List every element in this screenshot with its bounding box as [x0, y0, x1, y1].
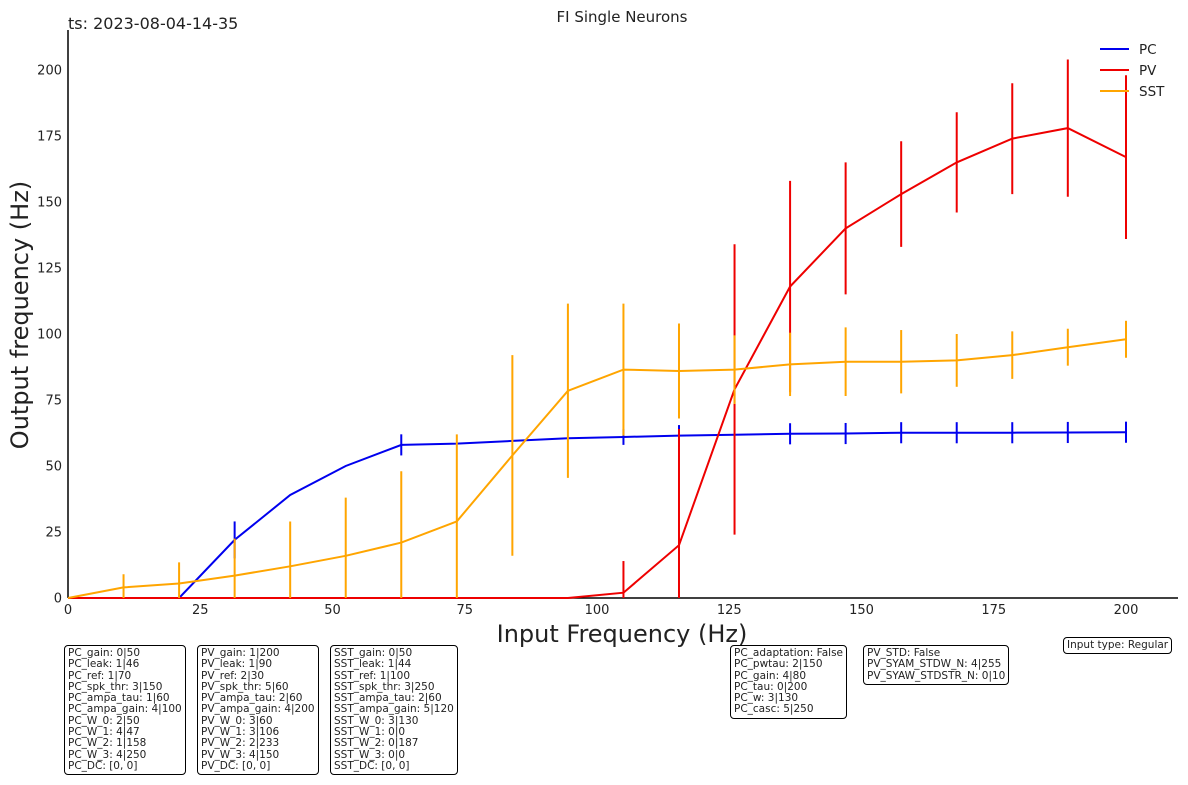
series-line-pc — [68, 431, 1127, 599]
param-line: SST_leak: 1|44 — [334, 658, 412, 671]
pv-std-box: PV_STD: False PV_SYAM_STDW_N: 4|255 PV_SYA… — [863, 645, 1010, 685]
x-tick-label: 100 — [585, 603, 610, 618]
chart-title: FI Single Neurons — [557, 8, 688, 26]
legend-label-sst: SST — [1139, 84, 1165, 100]
series-line-sst — [67, 338, 1127, 599]
legend: PC PV SST — [1100, 42, 1165, 100]
x-tick-label: 150 — [849, 603, 874, 618]
y-tick-label: 75 — [45, 394, 62, 409]
legend-label-pv: PV — [1139, 63, 1157, 79]
series-sst — [67, 303, 1127, 599]
y-axis-label: Output frequency (Hz) — [6, 181, 34, 449]
y-tick-label: 200 — [37, 64, 62, 79]
param-line: PV_leak: 1|90 — [201, 658, 273, 671]
x-tick-label: 125 — [717, 603, 742, 618]
x-tick-label: 200 — [1114, 603, 1139, 618]
legend-label-pc: PC — [1139, 42, 1157, 58]
param-line: SST_ref: 1|100 — [334, 669, 410, 682]
param-line: PV_spk_thr: 5|60 — [201, 680, 289, 693]
param-line: PV_W_2: 2|233 — [201, 737, 280, 750]
y-tick-label: 125 — [37, 262, 62, 277]
x-tick-label: 175 — [981, 603, 1006, 618]
axes: 0 25 50 75 100 125 150 175 200 0 25 50 75 100 125 150 17… — [37, 30, 1178, 618]
x-tick-label: 0 — [64, 603, 72, 618]
param-line: PV_ampa_gain: 4|200 — [201, 703, 315, 716]
param-line: PV_STD: False — [867, 647, 941, 659]
param-line: PV_SYAW_STDSTR_N: 0|10 — [867, 669, 1006, 682]
param-line: PV_SYAM_STDW_N: 4|255 — [867, 658, 1002, 671]
param-line: PV_gain: 1|200 — [201, 647, 280, 659]
param-line: SST_ampa_tau: 2|60 — [334, 692, 442, 705]
param-line: PC_ampa_gain: 4|100 — [68, 703, 182, 716]
param-line: PC_spk_thr: 3|150 — [68, 680, 163, 693]
param-line: SST_W_1: 0|0 — [334, 726, 406, 739]
param-line: PC_leak: 1|46 — [68, 658, 140, 671]
y-tick-label: 150 — [37, 196, 62, 211]
param-line: PC_gain: 4|80 — [734, 669, 807, 682]
param-line: SST_ampa_gain: 5|120 — [334, 703, 454, 716]
pv-params-box: PV_gain: 1|200 PV_leak: 1|90 PV_ref: 2|30 P… — [197, 645, 319, 776]
series-group — [67, 59, 1127, 599]
y-tick-label: 175 — [37, 130, 62, 145]
param-line: PC_W_1: 4|47 — [68, 726, 140, 739]
x-axis-label: Input Frequency (Hz) — [497, 620, 748, 648]
param-line: PC_w: 3|130 — [734, 692, 799, 705]
param-line: PC_casc: 5|250 — [734, 703, 814, 716]
param-line: PC_gain: 0|50 — [68, 647, 141, 659]
x-tick-label: 50 — [324, 603, 341, 618]
param-line: PV_DC: [0, 0] — [201, 759, 271, 772]
param-line: PV_ref: 2|30 — [201, 669, 265, 682]
sst-params-box: SST_gain: 0|50 SST_leak: 1|44 SST_ref: 1|1… — [330, 645, 458, 776]
input-type-box: Input type: Regular — [1063, 637, 1173, 655]
x-tick-label: 25 — [192, 603, 209, 618]
param-line: PC_ampa_tau: 1|60 — [68, 692, 170, 705]
param-line: PV_W_1: 3|106 — [201, 726, 280, 739]
param-line: SST_spk_thr: 3|250 — [334, 680, 435, 693]
param-line: PV_W_0: 3|60 — [201, 714, 273, 727]
x-tick-label: 75 — [456, 603, 473, 618]
param-line: PC_ref: 1|70 — [68, 669, 132, 682]
param-line: PC_DC: [0, 0] — [68, 759, 138, 772]
timestamp-label: ts: 2023-08-04-14-35 — [68, 14, 239, 33]
param-line: Input type: Regular — [1067, 639, 1169, 651]
series-line-pv — [68, 127, 1127, 599]
param-line: SST_DC: [0, 0] — [334, 759, 410, 772]
y-tick-label: 25 — [45, 526, 62, 541]
pc-adaptation-box: PC_adaptation: False PC_pwtau: 2|150 PC_ga… — [730, 645, 848, 719]
param-line: PV_ampa_tau: 2|60 — [201, 692, 303, 705]
param-line: SST_gain: 0|50 — [334, 647, 413, 659]
y-tick-label: 0 — [54, 592, 62, 607]
param-line: PV_W_3: 4|150 — [201, 748, 280, 761]
param-line: PC_W_0: 2|50 — [68, 714, 140, 727]
pc-params-box: PC_gain: 0|50 PC_leak: 1|46 PC_ref: 1|70 PC… — [64, 645, 186, 776]
y-tick-label: 100 — [37, 328, 62, 343]
param-line: PC_pwtau: 2|150 — [734, 658, 823, 671]
param-line: PC_W_3: 4|250 — [68, 748, 147, 761]
param-line: PC_adaptation: False — [734, 647, 844, 659]
series-pc — [68, 421, 1127, 599]
param-line: PC_tau: 0|200 — [734, 680, 808, 693]
y-tick-label: 50 — [45, 460, 62, 475]
param-line: PC_W_2: 1|158 — [68, 737, 147, 750]
param-line: SST_W_3: 0|0 — [334, 748, 406, 761]
series-pv — [68, 59, 1127, 599]
param-line: SST_W_0: 3|130 — [334, 714, 419, 727]
param-line: SST_W_2: 0|187 — [334, 737, 419, 750]
